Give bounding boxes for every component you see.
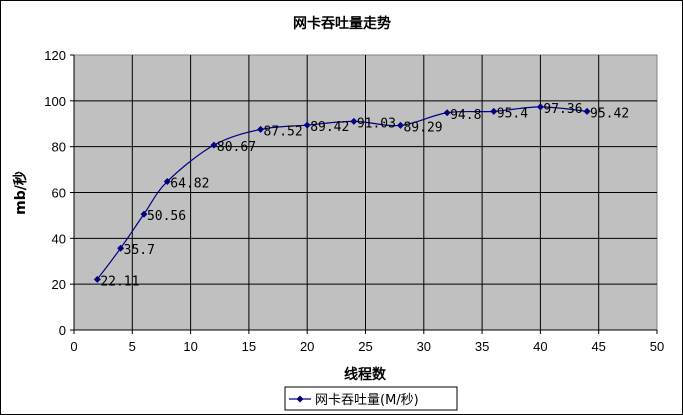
y-tick-label: 40 [52, 231, 66, 246]
data-label: 95.42 [590, 106, 629, 121]
data-label: 22.11 [100, 274, 139, 289]
x-tick-label: 35 [475, 339, 489, 354]
x-axis-label: 线程数 [344, 366, 387, 383]
y-axis-label: mb/秒 [12, 171, 29, 215]
x-tick-label: 15 [242, 339, 256, 354]
x-tick-label: 0 [70, 339, 77, 354]
data-label: 89.29 [403, 120, 442, 135]
x-tick-label: 50 [650, 339, 664, 354]
legend: 网卡吞吐量(M/秒) [285, 387, 457, 410]
x-tick-label: 20 [300, 339, 314, 354]
x-tick-label: 40 [533, 339, 547, 354]
y-tick-label: 80 [52, 140, 66, 155]
y-tick-label: 20 [52, 277, 66, 292]
data-label: 89.42 [310, 120, 349, 135]
x-tick-label: 10 [183, 339, 197, 354]
data-label: 95.4 [497, 106, 528, 121]
legend-entry: 网卡吞吐量(M/秒) [315, 393, 419, 408]
data-label: 87.52 [264, 124, 303, 139]
data-label: 91.03 [357, 116, 396, 131]
x-tick-label: 30 [417, 339, 431, 354]
data-label: 94.8 [450, 108, 481, 123]
data-label: 50.56 [147, 209, 186, 224]
x-tick-label: 5 [129, 339, 136, 354]
data-label: 64.82 [170, 176, 209, 191]
x-tick-label: 25 [358, 339, 372, 354]
y-tick-label: 60 [52, 186, 66, 201]
data-label: 97.36 [543, 102, 582, 117]
x-tick-label: 45 [591, 339, 605, 354]
chart-title: 网卡吞吐量走势 [293, 15, 391, 32]
y-tick-label: 100 [44, 94, 66, 109]
data-label: 35.7 [124, 243, 155, 258]
data-label: 80.67 [217, 140, 256, 155]
y-tick-label: 0 [59, 323, 66, 338]
y-tick-label: 120 [44, 48, 66, 63]
